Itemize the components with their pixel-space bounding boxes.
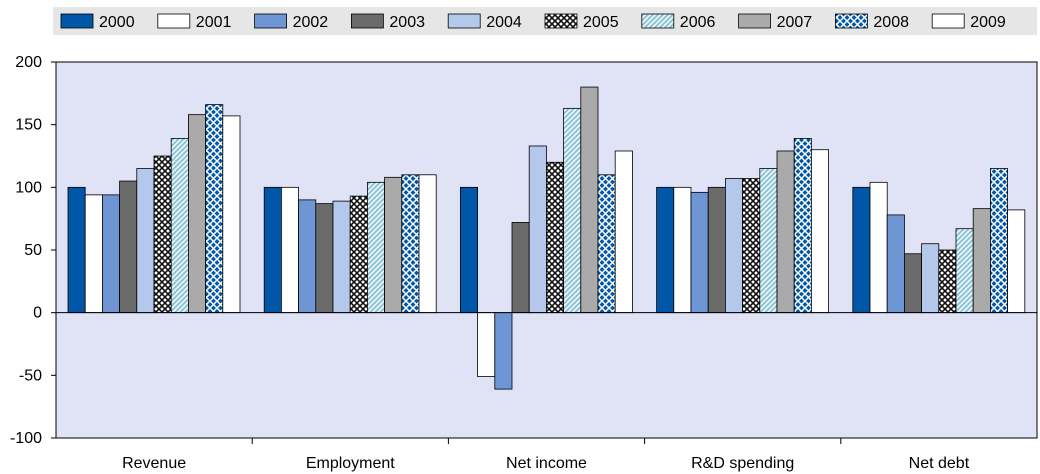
legend-label: 2001 [196,14,232,31]
bar-2009-1 [418,174,437,314]
bar-2005-1 [349,195,368,314]
bar-2005-2 [546,161,565,314]
bar-2001-4 [869,181,888,314]
y-tick-label: 150 [15,117,42,134]
legend-label: 2003 [389,14,425,31]
bar-2008-4 [990,168,1009,314]
bar-2002-1 [298,199,317,314]
y-tick-label: 0 [33,305,42,322]
bar-2004-0 [136,168,155,314]
legend-label: 2008 [873,14,909,31]
bar-2008-0 [205,104,224,314]
bar-2004-4 [921,243,940,314]
bar-2006-1 [366,181,385,314]
bar-2008-3 [793,138,812,314]
category-label: Net income [506,455,587,472]
bar-2008-1 [401,174,420,314]
legend-swatch-2009 [931,13,965,29]
legend-swatch-2008 [835,13,868,29]
bar-2009-0 [222,115,241,314]
bar-2004-1 [332,200,351,314]
bar-2006-3 [759,168,778,314]
bar-2004-2 [528,145,547,314]
category-label: Net debt [909,455,970,472]
bar-2003-0 [119,180,138,314]
bar-2006-2 [563,107,582,314]
bar-2002-2 [494,312,513,390]
y-tick-label: -100 [10,430,42,447]
legend-label: 2009 [970,14,1006,31]
bar-2002-4 [886,214,905,314]
bar-2009-3 [811,149,830,314]
bar-2001-3 [673,186,692,314]
bar-2009-4 [1007,209,1026,314]
legend-label: 2002 [293,14,329,31]
legend-swatch-2001 [157,13,191,29]
bar-2003-4 [904,253,923,314]
bar-2003-1 [315,203,334,314]
bar-2001-0 [84,194,103,314]
legend-swatch-2007 [738,13,771,29]
legend-swatch-2006 [641,13,675,29]
bar-2000-2 [459,186,478,314]
legend-label: 2005 [583,14,619,31]
bar-2001-1 [280,186,299,314]
bar-2006-4 [955,228,974,314]
bar-2007-2 [580,86,599,314]
legend-swatch-2003 [350,13,384,29]
legend-swatch-2000 [60,13,94,29]
bar-2005-3 [742,178,761,314]
legend-label: 2006 [680,14,716,31]
bar-2000-4 [852,186,871,314]
bar-2007-4 [972,208,991,314]
bar-2009-2 [614,150,633,314]
legend-items: 2000 2001 2002 2003 2004 2005 2006 2007 2008 2009 [60,13,1006,31]
legend-swatch-2002 [254,13,288,29]
bar-2005-4 [938,249,957,314]
legend-swatch-2004 [447,13,481,29]
bar-2005-0 [153,155,172,314]
bar-2004-3 [725,178,744,314]
bar-2002-3 [690,191,709,314]
bar-2006-0 [170,138,189,314]
category-label: Revenue [122,455,186,472]
bar-2001-2 [477,312,496,377]
bar-2007-3 [776,150,795,314]
y-tick-label: 200 [15,54,42,71]
legend-swatch-2005 [544,13,578,29]
bar-2007-0 [187,114,206,314]
legend-label: 2004 [486,14,522,31]
bar-2000-1 [263,186,282,314]
y-tick-label: 100 [15,179,42,196]
bar-2007-1 [384,176,403,314]
bar-2002-0 [102,194,121,314]
bar-2003-2 [511,222,530,314]
category-label: Employment [306,455,395,472]
y-tick-label: -50 [19,367,42,384]
legend-label: 2000 [99,14,135,31]
category-label: R&D spending [691,455,794,472]
bar-2000-0 [67,186,86,314]
bar-2008-2 [597,174,616,314]
x-axis: Revenue Employment Net income R&D spending N… [122,438,970,472]
legend-label: 2007 [777,14,813,31]
y-axis: -100 -50 0 50 100 150 200 [10,54,56,447]
y-tick-label: 50 [24,242,42,259]
bars-group [56,86,1037,390]
bar-2003-3 [707,186,726,314]
bar-2000-3 [656,186,675,314]
